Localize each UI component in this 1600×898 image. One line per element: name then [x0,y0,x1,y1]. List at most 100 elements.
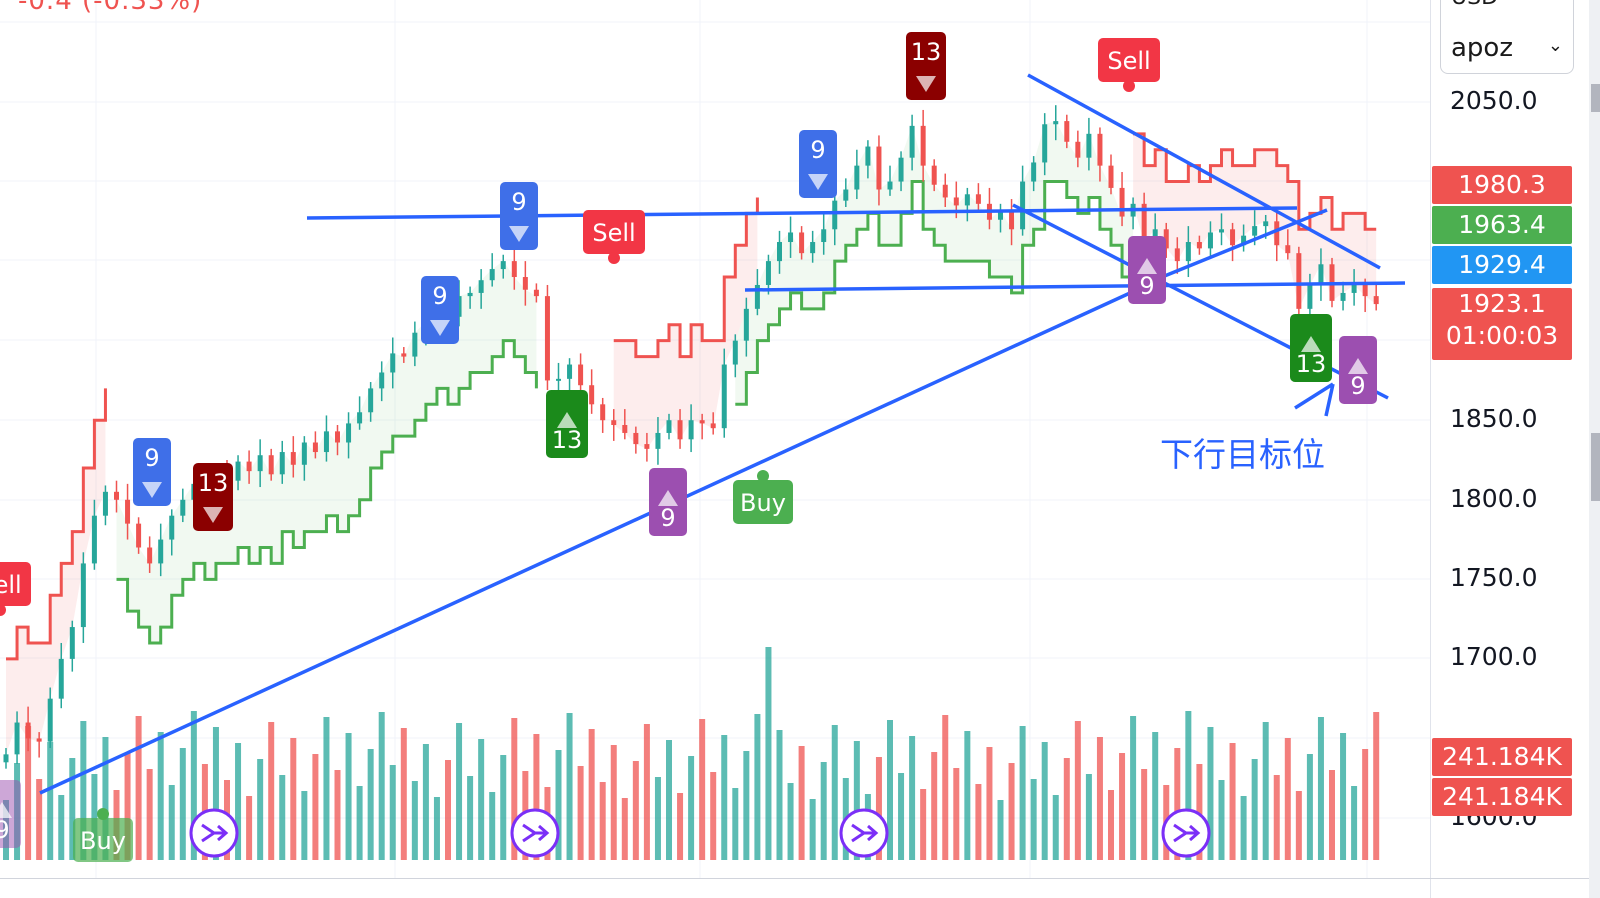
volume-bar [400,728,407,860]
signal-marker-td-down[interactable]: 9 [133,438,171,506]
marker-box [73,818,133,862]
volume-bar [235,743,242,860]
countdown-timer: 01:00:03 [1445,321,1559,350]
candle-body [390,353,396,373]
y-tick-label: 1750.0 [1450,563,1538,592]
right-scrollbar[interactable] [1589,0,1600,898]
down-triangle-icon [509,226,529,242]
candle-body [611,420,617,425]
signal-marker-buy[interactable]: Buy [733,470,793,524]
trend-line [744,281,1406,292]
session-break-icon[interactable] [189,808,239,858]
marker-label: 13 [198,469,229,497]
marker-label: 9 [511,188,526,216]
signal-marker-td-down[interactable]: 9 [421,276,459,344]
session-break-icon[interactable] [510,808,560,858]
up-triangle-icon [1348,358,1368,374]
volume-bar [1284,738,1291,860]
candle-body [953,197,959,206]
signal-marker-td-down[interactable]: 9 [500,182,538,250]
signal-marker-td-up-purple[interactable]: 9 [649,468,687,536]
session-break-icon[interactable] [839,808,889,858]
last-price: 1923.1 [1458,289,1546,318]
candle-body [147,547,153,564]
volume-bar [809,799,816,860]
volume-bar [599,782,606,860]
volume-bar [666,740,672,860]
candle-body [909,125,915,158]
candle-body [379,372,385,389]
scroll-thumb[interactable] [1591,84,1600,112]
candle-body [810,242,816,254]
candle-body [942,184,948,198]
candle-body [1075,141,1081,158]
volume-bar [58,795,65,860]
signal-marker-td-down-dark[interactable]: 13 [193,463,233,531]
volume-bar [610,745,617,860]
volume-bar [1008,763,1015,860]
candle-body [169,515,175,540]
chevron-down-icon: ⌄ [1547,35,1563,56]
volume-bar [898,773,905,860]
candle-body [1196,242,1202,249]
signal-marker-td-up-purple[interactable]: 9 [1128,236,1166,304]
up-triangle-icon [658,490,678,506]
marker-box [133,438,171,506]
candle-body [180,499,186,516]
volume-tag: 241.184K [1432,738,1572,776]
candle-body [743,308,749,341]
signal-marker-buy[interactable]: Buy [73,808,133,862]
price-change-text: -0.4 (-0.33%) [18,0,203,16]
signal-marker-td-up-purple[interactable]: 9 [0,780,21,848]
volume-bar [422,744,429,860]
volume-bar [1317,717,1324,860]
signal-marker-td-up-purple[interactable]: 9 [1339,336,1377,404]
candle-body [622,424,628,433]
volume-bar [699,719,706,860]
volume-bar [489,792,496,860]
candle-body [1373,296,1379,305]
candle-body [346,423,352,443]
signal-marker-td-down-dark[interactable]: 13 [906,32,946,100]
candle-body [467,292,473,297]
signal-marker-td-down[interactable]: 9 [799,130,837,198]
supertrend-line [1133,132,1377,231]
signal-marker-sell[interactable]: Sell [583,210,645,264]
candle-body [854,165,860,190]
volume-bar [356,786,363,860]
marker-dot [1123,80,1135,92]
marker-box [500,182,538,250]
candle-body [721,364,727,429]
volume-bar [931,752,938,860]
candle-body [125,499,131,524]
candle-body [732,340,738,365]
down-triangle-icon [916,76,936,92]
volume-bar [1240,796,1247,860]
volume-bar [168,785,175,860]
price-tag-supertrend-down: 1980.3 [1432,166,1572,204]
signal-marker-sell[interactable]: Sell [1098,38,1160,92]
session-break-icon[interactable] [1161,808,1211,858]
y-tick-label: 1800.0 [1450,484,1538,513]
volume-bar [312,754,319,860]
candle-body [1230,229,1236,246]
signal-marker-td-up-green[interactable]: 13 [1290,314,1332,382]
volume-bar [433,797,440,860]
candle-body [47,698,53,742]
volume-bar [732,788,739,860]
scroll-thumb[interactable] [1591,433,1600,501]
candle-body [821,229,827,243]
candle-body [799,232,805,254]
marker-box [193,463,233,531]
volume-bar [909,736,916,860]
candle-body [1340,292,1346,301]
signal-marker-sell[interactable]: Sell [0,562,31,616]
trend-line [39,291,1131,795]
candle-body [136,523,142,548]
volume-bar [1273,775,1280,860]
candle-body [644,444,650,449]
currency-selector[interactable]: USD apoz ⌄ [1440,0,1574,74]
volume-bar [1373,712,1380,860]
signal-marker-td-up-green[interactable]: 13 [546,390,588,458]
